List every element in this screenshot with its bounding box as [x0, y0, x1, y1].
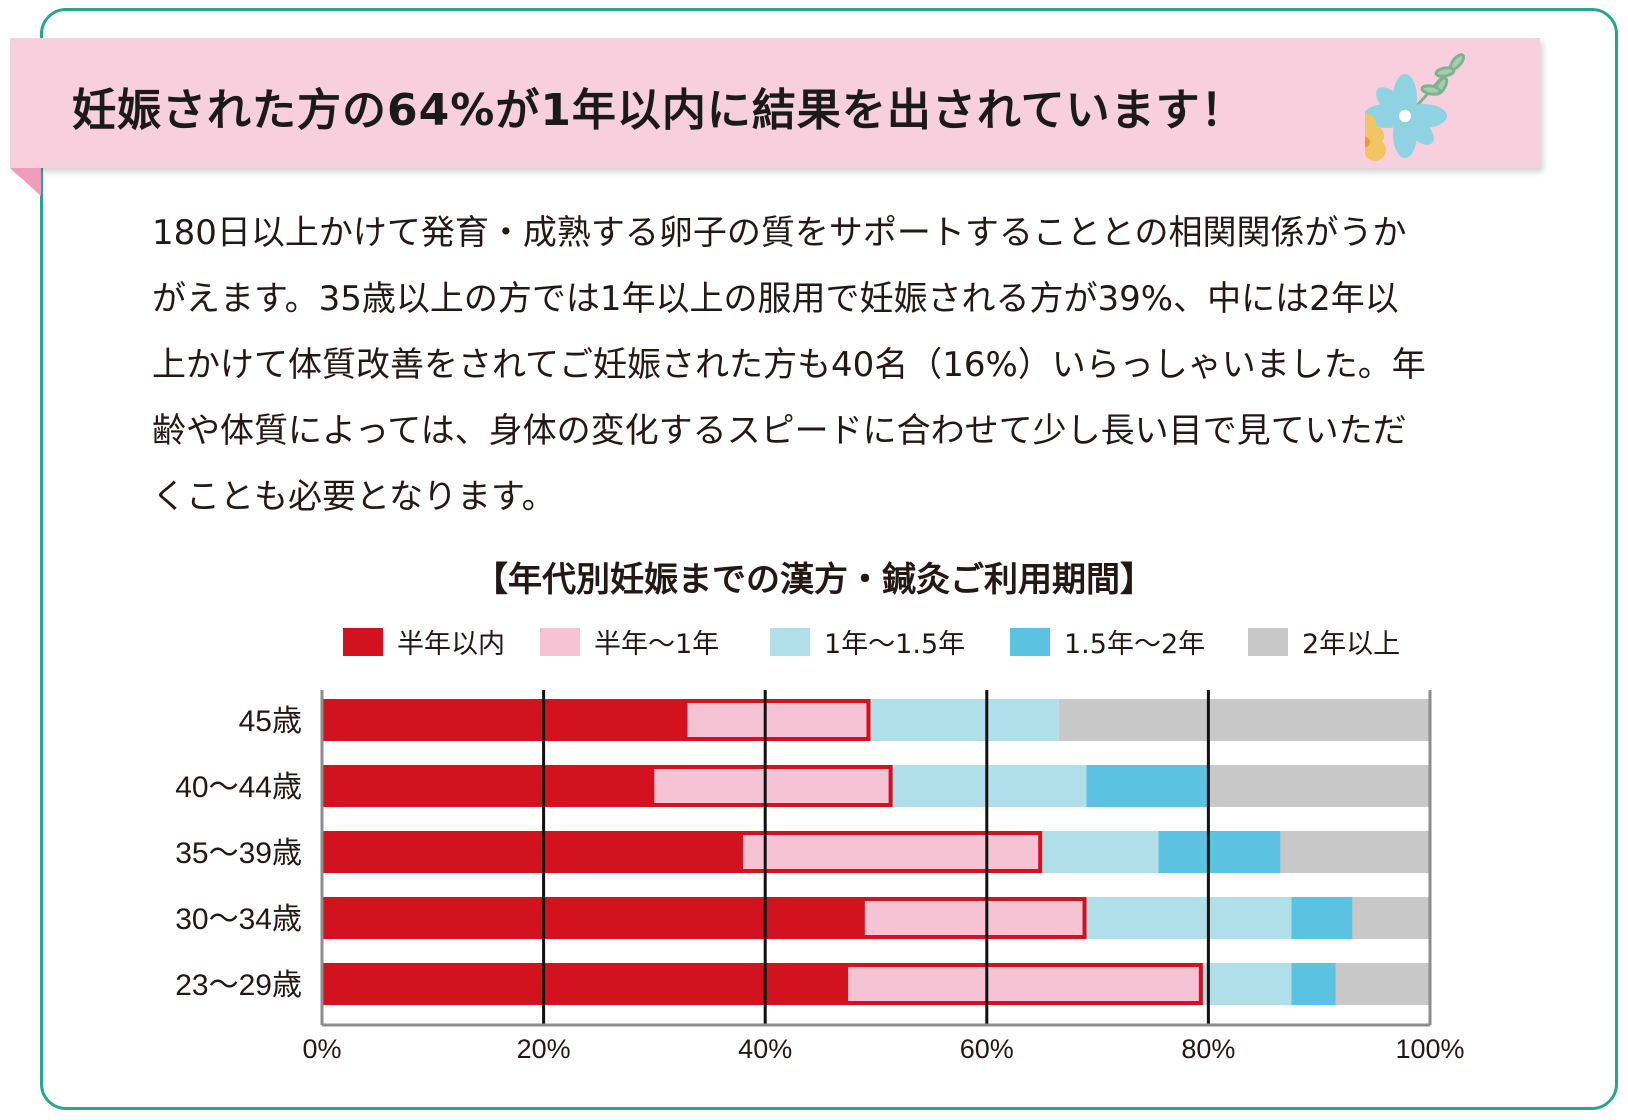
legend-label: 半年以内 [397, 629, 505, 660]
category-label: 23〜29歳 [175, 969, 302, 1002]
highlight-outline [322, 963, 1203, 1005]
bar-segment [322, 897, 865, 939]
legend-swatch [1248, 627, 1288, 656]
page-title: 妊娠された方の64%が1年以内に結果を出されています！ [72, 85, 1246, 136]
x-tick-label: 60% [960, 1034, 1014, 1064]
legend-label: 1年〜1.5年 [824, 629, 966, 660]
legend-swatch [343, 627, 383, 656]
bar-segment [1208, 765, 1430, 807]
x-tick-label: 0% [302, 1034, 341, 1064]
description-line: がえます。35歳以上の方では1年以上の服用で妊娠される方が39%、中には2年以 [152, 279, 1399, 319]
bar-segment [1042, 831, 1159, 873]
legend-item: 半年〜1年 [540, 622, 719, 661]
bar-segment [1352, 897, 1430, 939]
category-label: 45歳 [239, 705, 302, 738]
bar-segment [1335, 963, 1430, 1005]
x-tick-label: 20% [517, 1034, 571, 1064]
description-line: 齢や体質によっては、身体の変化するスピードに合わせて少し長い目で見ていただ [152, 411, 1407, 451]
highlight-outline [322, 765, 893, 807]
highlight-outline [322, 897, 1087, 939]
legend-swatch [770, 627, 810, 656]
legend-swatch [540, 627, 580, 656]
bar-segment [864, 897, 1087, 939]
highlight-outline [322, 831, 1043, 873]
bar-segment [322, 699, 688, 741]
bar-segment [1291, 963, 1336, 1005]
bar-segment [892, 765, 1087, 807]
bar-segment [1291, 897, 1353, 939]
category-label: 30〜34歳 [175, 903, 302, 936]
legend-swatch [1010, 627, 1050, 656]
highlight-outline [322, 699, 871, 741]
bar-segment [322, 765, 655, 807]
x-tick-label: 80% [1181, 1034, 1235, 1064]
bar-segment [1086, 765, 1209, 807]
description-line: 上かけて体質改善をされてご妊娠された方も40名（16%）いらっしゃいました。年 [152, 345, 1426, 385]
bar-segment [1086, 897, 1292, 939]
bar-segment [1158, 831, 1281, 873]
bar-segment [743, 831, 1043, 873]
category-label: 35〜39歳 [175, 837, 302, 870]
bar-segment [322, 963, 849, 1005]
banner-fold [10, 168, 41, 196]
bar-segment [848, 963, 1203, 1005]
legend-item: 1年〜1.5年 [770, 622, 965, 661]
flower-icon [1365, 53, 1466, 161]
chart-title: 【年代別妊娠までの漢方・鍼灸ご利用期間】 [474, 560, 1154, 600]
bar-segment [687, 699, 871, 741]
bar-segment [1280, 831, 1430, 873]
description-line: くことも必要となります。 [152, 477, 556, 517]
bar-segment [322, 831, 744, 873]
legend-item: 1.5年〜2年 [1010, 622, 1205, 661]
x-tick-label: 40% [738, 1034, 792, 1064]
bar-segment [870, 699, 1059, 741]
blue-flower [1365, 74, 1447, 158]
legend-label: 半年〜1年 [594, 629, 720, 660]
bar-segment [1058, 699, 1430, 741]
legend-item: 半年以内 [343, 622, 505, 661]
legend-label: 1.5年〜2年 [1064, 629, 1206, 660]
description-line: 180日以上かけて発育・成熟する卵子の質をサポートすることとの相関関係がうか [152, 213, 1407, 253]
title-banner [10, 38, 1540, 168]
x-tick-label: 100% [1395, 1034, 1464, 1064]
category-label: 40〜44歳 [175, 771, 302, 804]
legend-item: 2年以上 [1248, 622, 1400, 661]
yellow-flower [1365, 113, 1386, 161]
bar-segment [1202, 963, 1292, 1005]
bar-segment [654, 765, 893, 807]
description-paragraph: 180日以上かけて発育・成熟する卵子の質をサポートすることとの相関関係がうか が… [152, 200, 1522, 530]
legend-label: 2年以上 [1302, 629, 1401, 660]
